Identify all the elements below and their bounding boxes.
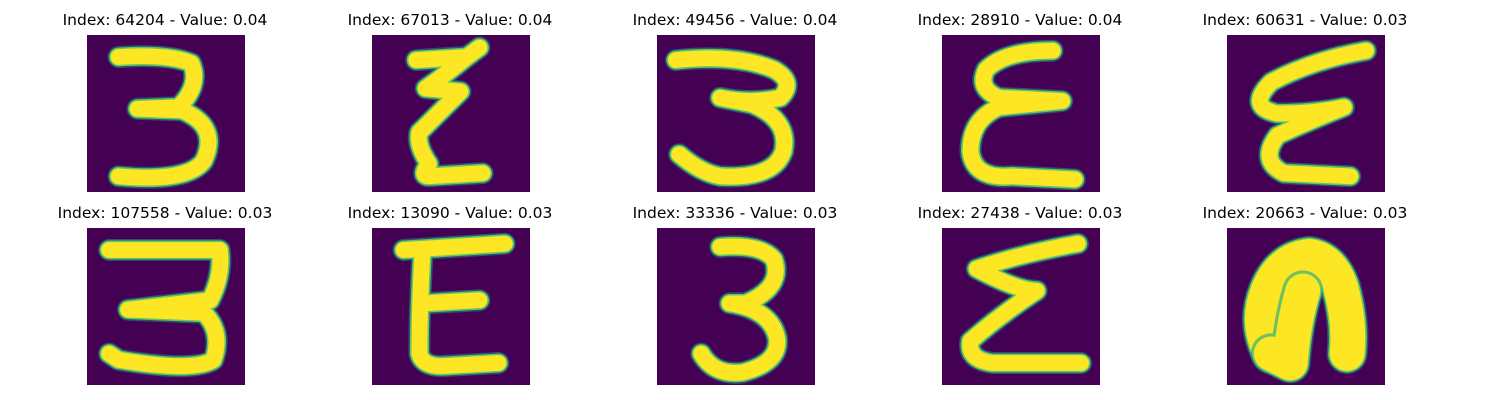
digit-3-image — [87, 35, 245, 192]
panel-7: Index: 13090 - Value: 0.03 — [300, 203, 600, 393]
panel-8: Index: 33336 - Value: 0.03 — [585, 203, 885, 393]
panel-title: Index: 107558 - Value: 0.03 — [57, 204, 273, 222]
digit-z-image — [372, 35, 530, 192]
panel-title: Index: 20663 - Value: 0.03 — [1202, 204, 1408, 222]
panel-title: Index: 49456 - Value: 0.04 — [632, 11, 838, 29]
letter-e-image — [942, 35, 1100, 192]
letter-n-image — [1227, 228, 1385, 385]
panel-5: Index: 60631 - Value: 0.03 — [1155, 10, 1455, 200]
panel-6: Index: 107558 - Value: 0.03 — [15, 203, 315, 393]
panel-title: Index: 27438 - Value: 0.03 — [917, 204, 1123, 222]
panel-title: Index: 13090 - Value: 0.03 — [347, 204, 553, 222]
panel-title: Index: 60631 - Value: 0.03 — [1202, 11, 1408, 29]
panel-title: Index: 64204 - Value: 0.04 — [62, 11, 268, 29]
digit-3-image — [657, 35, 815, 192]
panel-3: Index: 49456 - Value: 0.04 — [585, 10, 885, 200]
letter-e-image — [1227, 35, 1385, 192]
letter-e-image — [942, 228, 1100, 385]
panel-title: Index: 28910 - Value: 0.04 — [917, 11, 1123, 29]
panel-10: Index: 20663 - Value: 0.03 — [1155, 203, 1455, 393]
digit-3-image — [87, 228, 245, 385]
digit-3-image — [657, 228, 815, 385]
letter-e-image — [372, 228, 530, 385]
panel-4: Index: 28910 - Value: 0.04 — [870, 10, 1170, 200]
panel-1: Index: 64204 - Value: 0.04 — [15, 10, 315, 200]
panel-title: Index: 33336 - Value: 0.03 — [632, 204, 838, 222]
panel-2: Index: 67013 - Value: 0.04 — [300, 10, 600, 200]
panel-title: Index: 67013 - Value: 0.04 — [347, 11, 553, 29]
panel-9: Index: 27438 - Value: 0.03 — [870, 203, 1170, 393]
